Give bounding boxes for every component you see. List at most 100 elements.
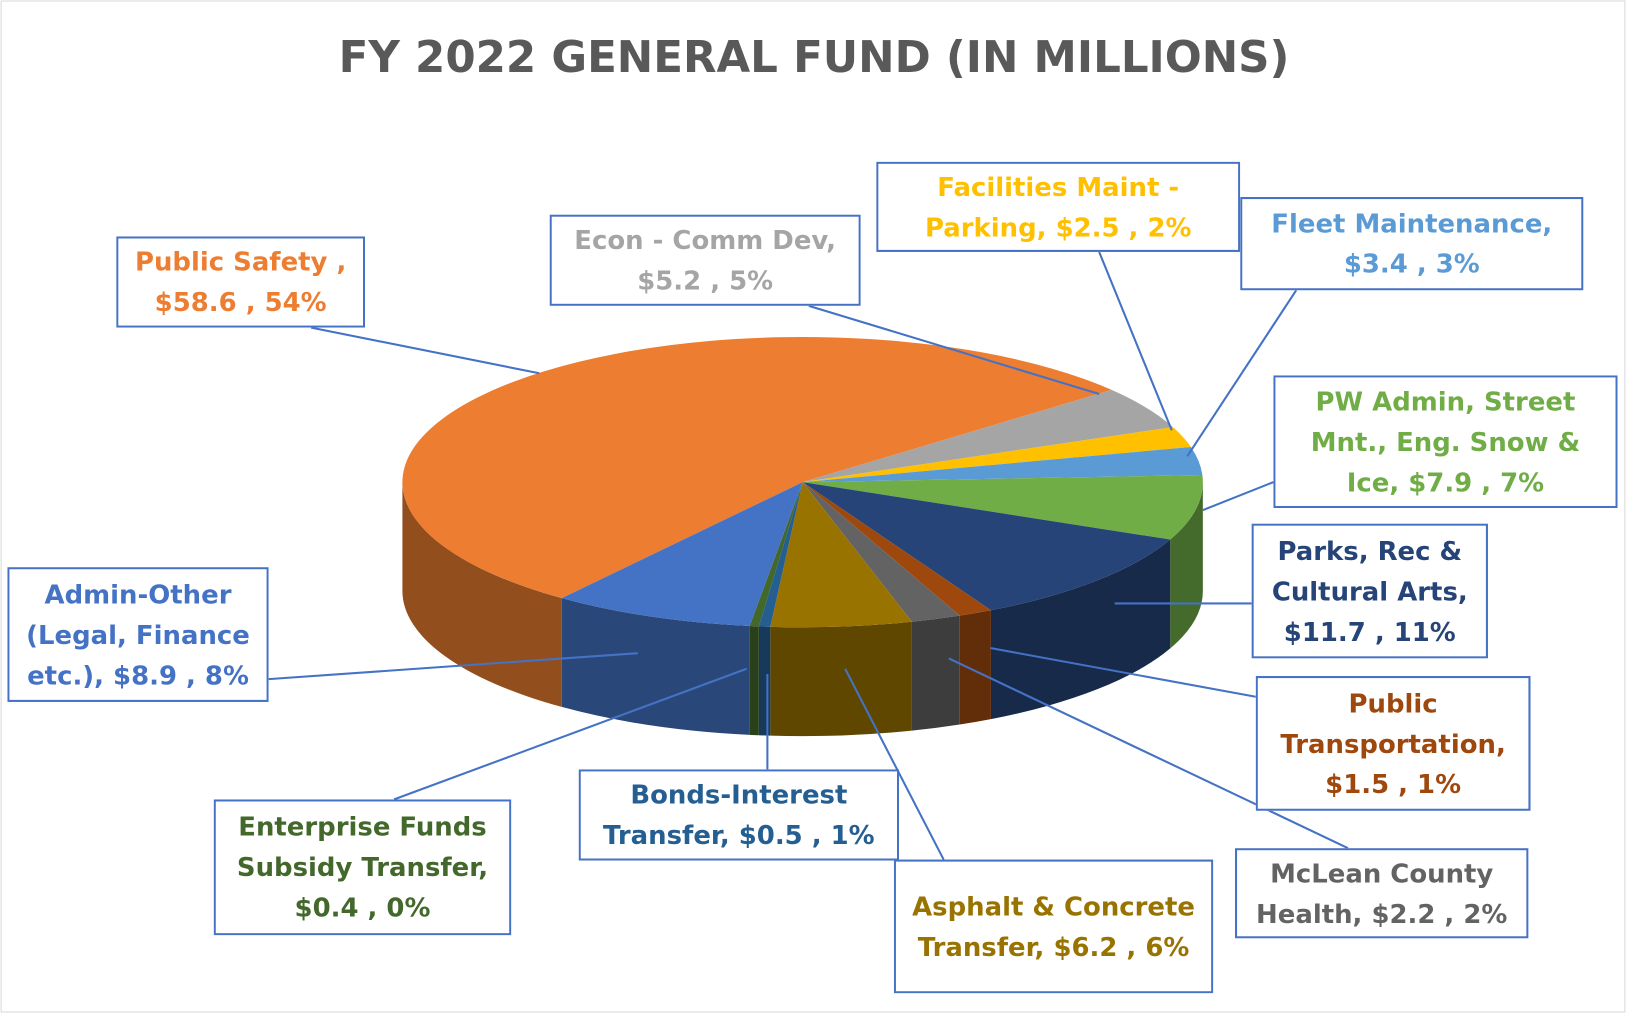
category-label: Enterprise Funds Subsidy Transfer,	[236, 811, 489, 883]
label-box: Fleet Maintenance, $3.4 , 3%	[1240, 197, 1584, 291]
percent-label: 3%	[1435, 248, 1480, 279]
label-box: Enterprise Funds Subsidy Transfer, $0.4 …	[213, 799, 512, 936]
label-box: Bonds-Interest Transfer, $0.5 , 1%	[578, 769, 900, 861]
percent-label: 11%	[1393, 616, 1456, 647]
data-label: Asphalt & Concrete Transfer, $6.2 , 6%	[893, 859, 1214, 994]
leader-line	[1186, 289, 1298, 457]
slice	[770, 482, 912, 628]
data-label: Enterprise Funds Subsidy Transfer, $0.4 …	[213, 799, 512, 936]
slice	[802, 482, 991, 616]
value-label: $2.5 ,	[1055, 212, 1139, 243]
data-label: Public Safety , $58.6 , 54%	[116, 236, 366, 328]
percent-label: 2%	[1147, 212, 1192, 243]
category-label: Facilities Maint - Parking,	[924, 171, 1180, 243]
label-text: McLean County Health, $2.2 , 2%	[1243, 853, 1520, 934]
percent-label: 6%	[1145, 931, 1190, 962]
chart-title: FY 2022 GENERAL FUND (IN MILLIONS)	[339, 33, 1290, 83]
leader-line	[1202, 481, 1274, 512]
category-label: PW Admin, Street Mnt., Eng. Snow & Ice,	[1310, 386, 1581, 498]
percent-label: 1%	[1417, 768, 1462, 799]
slice	[758, 482, 803, 627]
label-text: Enterprise Funds Subsidy Transfer, $0.4 …	[222, 807, 503, 928]
category-label: Public Transportation,	[1280, 687, 1506, 759]
data-label: Parks, Rec & Cultural Arts, $11.7 , 11%	[1251, 523, 1488, 659]
percent-label: 0%	[386, 892, 431, 923]
category-label: Public Safety ,	[134, 246, 347, 277]
label-text: Admin-Other (Legal, Finance etc.), $8.9 …	[16, 574, 261, 695]
data-label: Public Transportation, $1.5 , 1%	[1255, 676, 1531, 811]
label-text: Bonds-Interest Transfer, $0.5 , 1%	[587, 775, 891, 856]
label-box: Public Transportation, $1.5 , 1%	[1255, 676, 1531, 811]
value-label: $5.2 ,	[637, 265, 721, 296]
slice	[749, 482, 803, 627]
percent-label: 54%	[264, 287, 327, 318]
category-label: Bonds-Interest Transfer,	[603, 779, 848, 851]
leader-line	[1098, 251, 1173, 431]
slice-side	[990, 539, 1171, 720]
value-label: $2.2 ,	[1371, 898, 1455, 929]
value-label: $1.5 ,	[1325, 768, 1409, 799]
percent-label: 7%	[1500, 467, 1545, 498]
slice-side	[1170, 482, 1203, 649]
data-label: Fleet Maintenance, $3.4 , 3%	[1240, 197, 1584, 291]
slice	[802, 427, 1191, 483]
labels: Public Safety , $58.6 , 54% Econ - Comm D…	[7, 161, 1618, 994]
category-label: Econ - Comm Dev,	[574, 224, 837, 256]
percent-label: 5%	[729, 265, 774, 296]
label-box: Facilities Maint - Parking, $2.5 , 2%	[876, 161, 1241, 252]
label-box: Public Safety , $58.6 , 54%	[116, 236, 366, 328]
label-box: Parks, Rec & Cultural Arts, $11.7 , 11%	[1251, 523, 1488, 659]
data-label: PW Admin, Street Mnt., Eng. Snow & Ice, …	[1273, 375, 1618, 509]
slice-side	[402, 482, 562, 707]
slice	[802, 482, 960, 622]
category-label: Fleet Maintenance,	[1271, 208, 1553, 239]
value-label: $11.7 ,	[1283, 616, 1385, 647]
leader-line	[990, 647, 1256, 698]
label-text: PW Admin, Street Mnt., Eng. Snow & Ice, …	[1282, 381, 1610, 502]
slice-side	[911, 615, 960, 731]
slice-side	[959, 610, 991, 725]
data-label: McLean County Health, $2.2 , 2%	[1234, 848, 1529, 939]
slice	[561, 482, 803, 627]
leader-line	[310, 326, 540, 375]
label-text: Public Transportation, $1.5 , 1%	[1264, 683, 1522, 804]
value-label: $0.5 ,	[738, 820, 822, 851]
value-label: $0.4 ,	[294, 892, 378, 923]
slice-side	[758, 626, 771, 736]
category-label: Asphalt & Concrete Transfer,	[912, 891, 1195, 962]
percent-label: 1%	[830, 820, 875, 851]
value-label: $7.9 ,	[1408, 467, 1492, 498]
data-label: Bonds-Interest Transfer, $0.5 , 1%	[578, 769, 900, 861]
label-box: Admin-Other (Legal, Finance etc.), $8.9 …	[7, 567, 269, 702]
slice-side	[770, 621, 912, 737]
label-box: PW Admin, Street Mnt., Eng. Snow & Ice, …	[1273, 375, 1618, 509]
label-box: Econ - Comm Dev, $5.2 , 5%	[549, 214, 861, 306]
slice	[802, 446, 1203, 483]
leader-line	[844, 668, 945, 861]
leader-line	[393, 667, 748, 801]
slice-side	[749, 626, 759, 736]
leader-line	[948, 657, 1349, 850]
slice	[802, 482, 1171, 611]
label-text: Facilities Maint - Parking, $2.5 , 2%	[885, 166, 1232, 247]
percent-label: 2%	[1463, 898, 1508, 929]
data-label: Facilities Maint - Parking, $2.5 , 2%	[876, 161, 1241, 252]
leader-line	[808, 304, 1100, 395]
value-label: $3.4 ,	[1343, 248, 1427, 279]
pie	[402, 336, 1203, 737]
slice	[802, 475, 1203, 540]
value-label: $58.6 ,	[154, 287, 256, 318]
leader-lines	[268, 251, 1349, 861]
label-text: Econ - Comm Dev, $5.2 , 5%	[558, 220, 852, 301]
slice	[802, 389, 1173, 483]
slice-side	[561, 598, 750, 735]
value-label: $6.2 ,	[1053, 931, 1137, 962]
label-box: Asphalt & Concrete Transfer, $6.2 , 6%	[893, 859, 1214, 994]
data-label: Admin-Other (Legal, Finance etc.), $8.9 …	[7, 567, 269, 702]
category-label: Admin-Other (Legal, Finance etc.),	[26, 579, 250, 691]
label-text: Parks, Rec & Cultural Arts, $11.7 , 11%	[1260, 530, 1480, 651]
label-text: Public Safety , $58.6 , 54%	[125, 242, 357, 323]
slice	[402, 336, 1112, 599]
label-box: McLean County Health, $2.2 , 2%	[1234, 848, 1529, 939]
